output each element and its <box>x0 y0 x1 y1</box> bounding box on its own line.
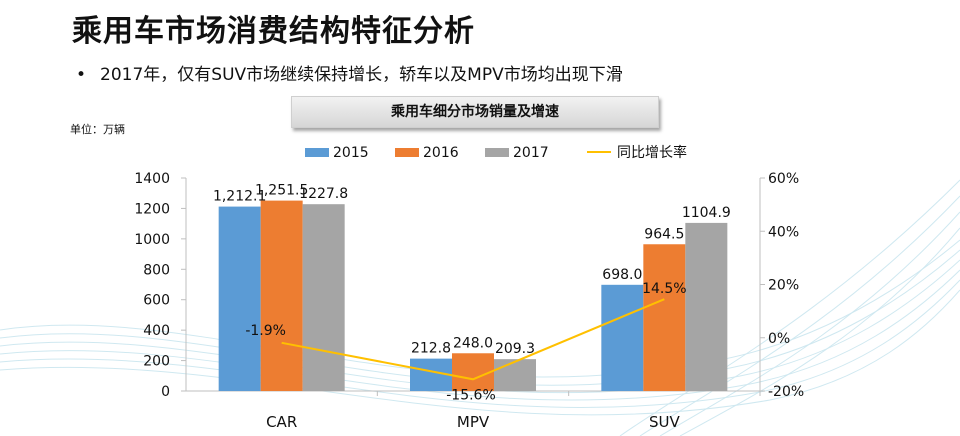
growth-rate-line <box>281 298 665 381</box>
left-tick-label: 400 <box>143 323 170 339</box>
bar <box>601 284 644 391</box>
bar-value-label: 248.0 <box>453 335 493 351</box>
bar-value-label: 1227.8 <box>299 186 348 202</box>
category-label: SUV <box>649 413 681 431</box>
bar-value-label: 964.5 <box>644 226 684 242</box>
bar-value-label: 1,212.1 <box>213 189 266 205</box>
unit-label: 单位：万辆 <box>70 123 125 136</box>
right-tick-label: 20% <box>768 278 799 294</box>
left-tick-label: 200 <box>143 354 170 370</box>
growth-rate-label: -15.6% <box>446 387 496 403</box>
bar-value-label: 1104.9 <box>682 205 731 221</box>
legend-label: 同比增长率 <box>617 144 687 161</box>
chart-title: 乘用车细分市场销量及增速 <box>291 96 659 128</box>
legend-label: 2015 <box>333 145 369 161</box>
bar <box>685 222 728 391</box>
left-tick-label: 800 <box>143 262 170 278</box>
page-title: 乘用车市场消费结构特征分析 <box>72 14 475 49</box>
left-tick-label: 1200 <box>134 201 170 217</box>
legend-swatch <box>485 148 509 157</box>
right-tick-label: 40% <box>768 224 799 240</box>
bar-value-label: 209.3 <box>495 341 535 357</box>
right-tick-label: -20% <box>768 384 804 400</box>
growth-rate-label: -1.9% <box>245 323 286 339</box>
bar <box>494 359 536 391</box>
bar-value-label: 698.0 <box>602 267 642 283</box>
bar-value-label: 1,251.5 <box>255 183 308 199</box>
bar-value-label: 212.8 <box>411 341 451 357</box>
bullet-text: 2017年，仅有SUV市场继续保持增长，轿车以及MPV市场均出现下滑 <box>100 65 623 85</box>
bullet-marker: • <box>76 65 87 85</box>
legend-swatch <box>305 148 329 157</box>
bullet-point: • 2017年，仅有SUV市场继续保持增长，轿车以及MPV市场均出现下滑 <box>76 60 623 85</box>
bar <box>452 353 494 391</box>
left-tick-label: 1400 <box>134 171 170 187</box>
legend-label: 2016 <box>423 145 459 161</box>
bar <box>260 200 303 391</box>
legend-swatch <box>395 148 419 157</box>
category-label: MPV <box>457 413 490 431</box>
right-tick-label: 0% <box>768 331 790 347</box>
left-tick-label: 0 <box>161 384 170 400</box>
category-label: CAR <box>266 413 297 431</box>
left-tick-label: 1000 <box>134 232 170 248</box>
right-tick-label: 60% <box>768 171 799 187</box>
bar <box>218 206 261 391</box>
bar <box>643 244 686 391</box>
legend-label: 2017 <box>513 145 549 161</box>
growth-rate-label: 14.5% <box>642 281 686 297</box>
bar <box>302 204 345 391</box>
left-tick-label: 600 <box>143 293 170 309</box>
